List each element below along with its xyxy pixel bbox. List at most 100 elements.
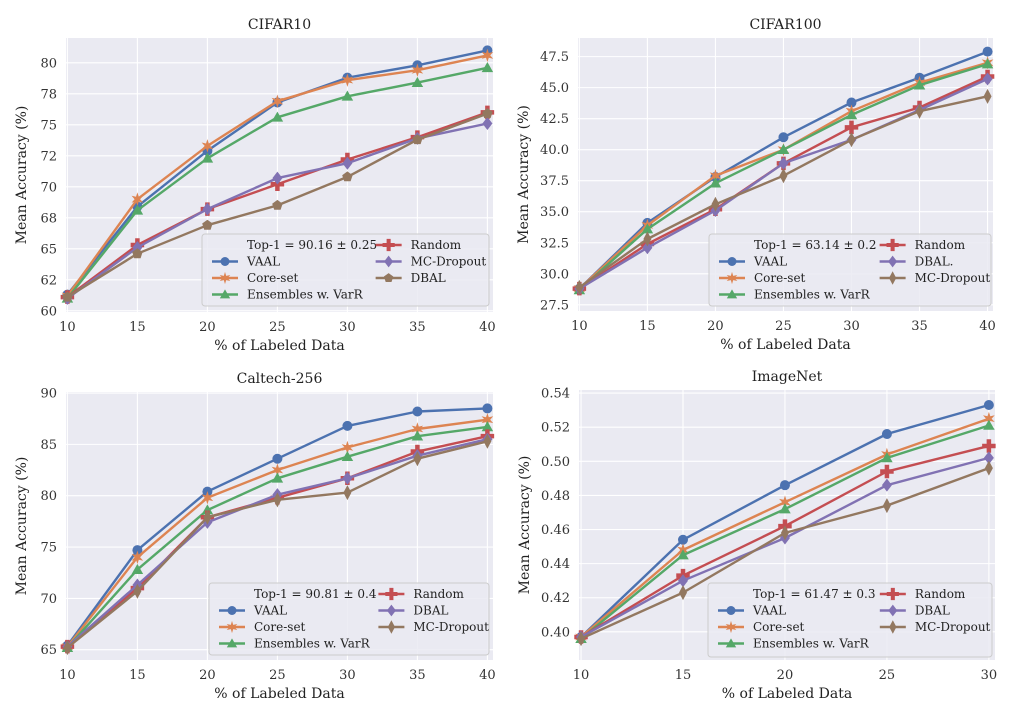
legend-marker bbox=[886, 238, 899, 252]
legend-label: Random bbox=[411, 238, 462, 252]
legend-label: VAAL bbox=[753, 255, 787, 269]
x-tick-label: 25 bbox=[269, 668, 286, 683]
data-point bbox=[341, 90, 354, 101]
x-tick-label: 10 bbox=[59, 320, 76, 335]
legend-label: VAAL bbox=[752, 604, 786, 618]
legend-label: MC-Dropout bbox=[915, 271, 991, 285]
legend-item: Random bbox=[879, 238, 966, 252]
data-point bbox=[678, 534, 688, 545]
legend-marker bbox=[726, 606, 736, 615]
x-tick-label: 25 bbox=[879, 668, 896, 683]
data-point bbox=[780, 525, 789, 541]
data-point bbox=[131, 563, 144, 574]
data-point bbox=[915, 103, 924, 119]
legend-item: Core-set bbox=[718, 620, 805, 634]
y-tick-label: 27.5 bbox=[540, 298, 569, 313]
x-tick-label: 20 bbox=[199, 668, 216, 683]
y-tick-label: 70 bbox=[40, 592, 57, 607]
y-axis-label: Mean Accuracy (%) bbox=[14, 457, 30, 596]
x-tick-label: 30 bbox=[339, 668, 356, 683]
legend-label: DBAL. bbox=[915, 255, 954, 269]
legend-item: DBAL bbox=[879, 604, 950, 618]
legend-item: MC-Dropout bbox=[879, 271, 991, 285]
data-point bbox=[271, 94, 284, 108]
data-point bbox=[983, 411, 995, 426]
series-mc-dropout bbox=[575, 88, 992, 295]
legend-label: Random bbox=[915, 587, 966, 601]
legend-item: VAAL bbox=[212, 255, 280, 269]
data-point bbox=[983, 400, 994, 411]
y-tick-label: 0.44 bbox=[541, 557, 570, 572]
chart-title: CIFAR10 bbox=[248, 17, 311, 33]
data-point bbox=[844, 120, 859, 135]
data-point bbox=[845, 109, 858, 120]
data-point bbox=[201, 491, 214, 505]
data-point bbox=[203, 509, 212, 525]
data-point bbox=[847, 132, 856, 148]
y-tick-label: 65 bbox=[40, 242, 57, 257]
legend-label: DBAL bbox=[411, 271, 446, 285]
y-tick-label: 72 bbox=[40, 149, 57, 164]
data-point bbox=[201, 504, 214, 515]
data-point bbox=[779, 168, 788, 184]
y-tick-label: 75 bbox=[40, 541, 57, 556]
panel-cifar10: 10 15 20 25 30 35 40 60 62 65 68 70 72 75 78 80 CIFAR10%… bbox=[14, 17, 496, 354]
legend-item: DBAL bbox=[375, 271, 446, 285]
legend: Top-1 = 90.81 ± 0.4 VAAL Core-set Ensembles… bbox=[208, 582, 490, 656]
data-point bbox=[984, 460, 993, 476]
y-tick-label: 0.52 bbox=[541, 421, 570, 436]
x-tick-label: 35 bbox=[409, 320, 426, 335]
y-tick-label: 0.42 bbox=[541, 591, 570, 606]
data-point bbox=[779, 503, 791, 514]
legend-marker bbox=[226, 638, 238, 648]
x-tick-label: 40 bbox=[479, 668, 496, 683]
data-point bbox=[641, 223, 654, 234]
data-point bbox=[481, 48, 494, 63]
data-point bbox=[981, 58, 994, 69]
y-tick-label: 47.5 bbox=[540, 50, 569, 65]
data-point bbox=[271, 472, 284, 483]
legend: Top-1 = 90.16 ± 0.25 VAAL Core-set Ensemble… bbox=[201, 233, 490, 307]
legend-marker bbox=[886, 587, 899, 601]
data-point bbox=[643, 231, 652, 247]
data-point bbox=[482, 403, 493, 414]
data-point bbox=[341, 73, 354, 87]
y-tick-label: 68 bbox=[40, 211, 57, 226]
legend-item: MC-Dropout bbox=[879, 620, 991, 634]
legend-item: VAAL bbox=[719, 255, 787, 269]
data-point bbox=[482, 108, 493, 119]
legend-box bbox=[208, 582, 490, 656]
data-point bbox=[881, 478, 892, 492]
data-point bbox=[882, 498, 891, 514]
panel-cifar100: 10 15 20 25 30 35 40 27.5 30.0 32.5 35.0 37.5 40.0 42… bbox=[516, 17, 996, 353]
data-point bbox=[913, 79, 926, 90]
data-point bbox=[481, 413, 494, 427]
data-point bbox=[132, 248, 143, 259]
legend: Top-1 = 63.14 ± 0.2 VAAL Core-set Ensembles… bbox=[708, 233, 992, 307]
data-point bbox=[412, 406, 423, 417]
data-point bbox=[201, 139, 214, 153]
data-point bbox=[982, 439, 996, 453]
x-tick-label: 30 bbox=[843, 319, 860, 334]
data-point bbox=[272, 453, 283, 464]
x-tick-label: 20 bbox=[707, 319, 724, 334]
legend-marker bbox=[227, 606, 237, 615]
data-point bbox=[342, 471, 353, 485]
x-axis-label: % of Labeled Data bbox=[214, 686, 344, 702]
y-tick-label: 30.0 bbox=[540, 267, 569, 282]
legend-label: MC-Dropout bbox=[413, 620, 489, 634]
data-point bbox=[271, 111, 284, 122]
legend-label: Ensembles w. VarR bbox=[754, 288, 871, 302]
data-point bbox=[272, 199, 283, 210]
data-point bbox=[679, 585, 687, 601]
data-point bbox=[271, 463, 284, 477]
y-tick-label: 85 bbox=[40, 438, 57, 453]
data-point bbox=[881, 429, 892, 440]
legend-label: MC-Dropout bbox=[915, 620, 991, 634]
data-point bbox=[880, 464, 894, 479]
data-point bbox=[343, 485, 352, 501]
y-tick-label: 70 bbox=[40, 180, 57, 195]
data-point bbox=[132, 545, 143, 556]
y-tick-label: 45.0 bbox=[540, 81, 569, 96]
